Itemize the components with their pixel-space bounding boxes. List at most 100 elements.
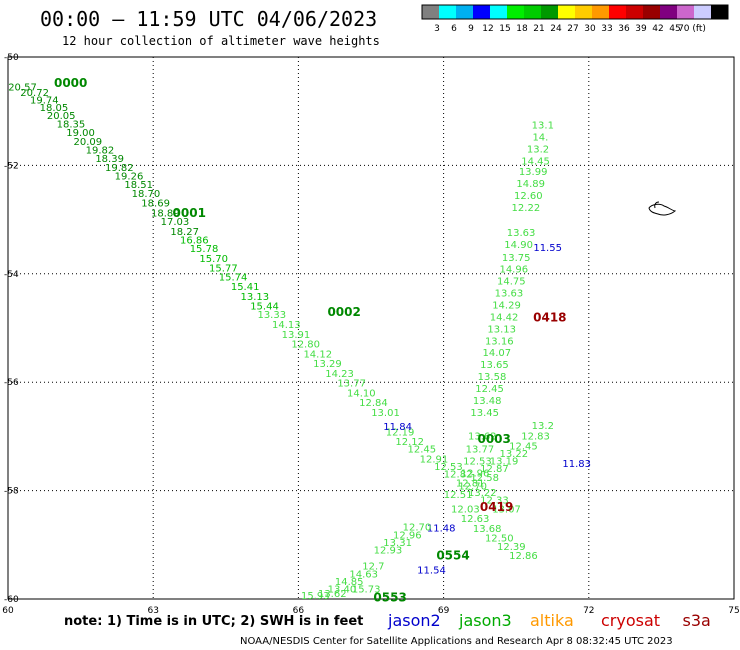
data-point-label: 13.40 bbox=[328, 584, 357, 595]
y-tick-labels: -50 -52 -54 -56 -58 -60 bbox=[4, 53, 19, 605]
colorbar-swatch bbox=[575, 5, 592, 19]
data-point-label: 14.85 bbox=[335, 577, 364, 588]
data-point-label: 13.58 bbox=[478, 372, 507, 383]
data-point-label: 13.33 bbox=[257, 310, 286, 321]
data-point-label: 12.96 bbox=[393, 530, 422, 541]
data-point-label: 15.74 bbox=[219, 272, 248, 283]
data-point-label: 12.93 bbox=[374, 545, 403, 556]
colorbar-label: 45 bbox=[669, 24, 680, 34]
data-point-label: 15.41 bbox=[231, 282, 260, 293]
data-point-label: 19.82 bbox=[86, 145, 115, 156]
pass-time-label: 0003 bbox=[477, 432, 510, 446]
data-point-label: 14.75 bbox=[497, 277, 526, 288]
data-point-label: 11.48 bbox=[427, 523, 456, 534]
y-tick-label: -54 bbox=[4, 270, 19, 280]
data-point-label: 14.90 bbox=[504, 240, 533, 251]
colorbar-swatch bbox=[473, 5, 490, 19]
colorbar-label: 36 bbox=[618, 24, 630, 34]
data-point-label: 18.70 bbox=[132, 189, 161, 200]
data-point-label: 19.74 bbox=[30, 96, 59, 107]
data-point-label: 15.70 bbox=[199, 254, 228, 265]
colorbar-swatch bbox=[558, 5, 575, 19]
colorbar-label: 33 bbox=[601, 24, 612, 34]
data-point-label: 13.77 bbox=[337, 379, 366, 390]
data-point-label: 15.93 bbox=[301, 591, 330, 602]
colorbar-swatch bbox=[609, 5, 626, 19]
data-point-label: 18.35 bbox=[57, 119, 86, 130]
data-point-label: 13.63 bbox=[495, 289, 524, 300]
footer-note: note: 1) Time is in UTC; 2) SWH is in fe… bbox=[64, 614, 363, 629]
data-point-label: 12.84 bbox=[359, 398, 388, 409]
colorbar-frame bbox=[421, 4, 729, 20]
x-tick-label: 60 bbox=[2, 606, 14, 616]
colorbar-swatch bbox=[490, 5, 507, 19]
pass-time-labels: 0000 0001 0002 0003 0418 0419 0554 0553 bbox=[54, 76, 567, 605]
colorbar-label: 9 bbox=[468, 24, 474, 34]
colorbar-label: 6 bbox=[451, 24, 457, 34]
data-point-label: 13.65 bbox=[480, 360, 509, 371]
plot-frame bbox=[7, 56, 735, 600]
data-point-label: 14.12 bbox=[303, 349, 332, 360]
data-point-label: 12.70 bbox=[458, 482, 487, 493]
data-point-label: 19.00 bbox=[66, 128, 95, 139]
pass-time-label: 0002 bbox=[327, 305, 360, 319]
data-point-label: 15.78 bbox=[190, 244, 219, 255]
data-point-label: 15.77 bbox=[209, 264, 238, 275]
grid-lines bbox=[8, 57, 734, 599]
data-point-label: 18.05 bbox=[40, 103, 69, 114]
colorbar-swatch bbox=[541, 5, 558, 19]
colorbar-label: 27 bbox=[567, 24, 578, 34]
data-point-label: 13.75 bbox=[502, 253, 531, 264]
data-point-label: 20.57 bbox=[8, 83, 37, 94]
data-point-label: 13.68 bbox=[473, 524, 502, 535]
data-point-label: 13.62 bbox=[468, 432, 497, 443]
y-tick-label: -52 bbox=[4, 161, 19, 171]
colorbar-swatch bbox=[507, 5, 524, 19]
chart-subtitle: 12 hour collection of altimeter wave hei… bbox=[62, 34, 380, 48]
data-point-label: 13.62 bbox=[318, 589, 347, 600]
data-point-label: 12.87 bbox=[480, 464, 509, 475]
data-point-label: 18.39 bbox=[95, 154, 124, 165]
colorbar-swatch bbox=[626, 5, 643, 19]
data-point-label: 14.23 bbox=[325, 369, 354, 380]
data-point-label: 12.03 bbox=[451, 504, 480, 515]
x-tick-label: 63 bbox=[147, 606, 158, 616]
x-tick-label: 72 bbox=[583, 606, 594, 616]
data-point-label: 12.53 bbox=[463, 457, 492, 468]
chart-title: 00:00 – 11:59 UTC 04/06/2023 bbox=[40, 7, 377, 31]
pass-time-label: 0419 bbox=[480, 500, 513, 514]
data-point-label: 13.29 bbox=[313, 359, 342, 370]
colorbar-swatch bbox=[711, 5, 728, 19]
data-point-label: 13.16 bbox=[485, 336, 514, 347]
colorbar-swatch bbox=[677, 5, 694, 19]
data-point-label: 14.96 bbox=[499, 265, 528, 276]
colorbar-label: 18 bbox=[516, 24, 528, 34]
footer-credit: NOAA/NESDIS Center for Satellite Applica… bbox=[240, 636, 673, 647]
data-point-label: 14.07 bbox=[483, 348, 512, 359]
data-point-label: 12.12 bbox=[395, 437, 424, 448]
x-tick-label: 75 bbox=[728, 606, 739, 616]
data-point-label: 12.39 bbox=[497, 542, 526, 553]
data-point-label: 14.13 bbox=[272, 320, 301, 331]
data-point-label: 13.99 bbox=[519, 167, 548, 178]
data-point-label: 13.48 bbox=[473, 396, 502, 407]
data-point-label: 13.31 bbox=[383, 538, 412, 549]
data-point-label: 20.72 bbox=[20, 88, 49, 99]
data-point-label: 12.50 bbox=[485, 534, 514, 545]
data-point-label: 13.13 bbox=[241, 292, 270, 303]
data-point-label: 12.91 bbox=[420, 454, 449, 465]
colorbar-label: 12 bbox=[482, 24, 493, 34]
colorbar-swatch bbox=[439, 5, 456, 19]
wave-height-points: 20.5720.7219.7418.0520.0518.3519.0020.09… bbox=[8, 83, 591, 602]
satellite-legend-entry: altika bbox=[530, 611, 574, 630]
colorbar-swatch bbox=[524, 5, 541, 19]
pass-time-label: 0001 bbox=[173, 206, 206, 220]
data-point-label: 13.63 bbox=[507, 228, 536, 239]
data-point-label: 14. bbox=[532, 132, 548, 143]
colorbar-label: 30 bbox=[584, 24, 596, 34]
data-point-label: 12.33 bbox=[480, 496, 509, 507]
data-point-label: 14.45 bbox=[521, 156, 550, 167]
satellite-legend-entry: s3a bbox=[683, 611, 711, 630]
data-point-label: 12.53 bbox=[434, 462, 463, 473]
